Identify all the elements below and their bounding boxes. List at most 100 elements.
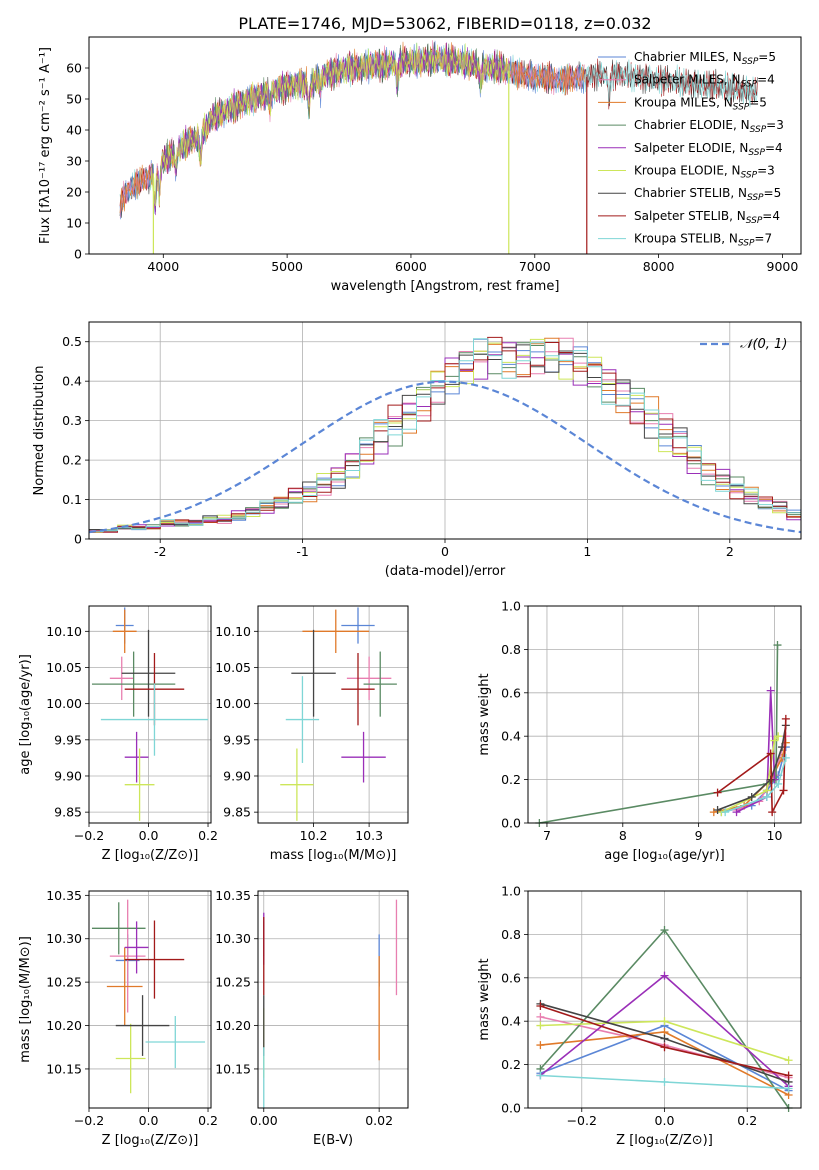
x-axis-label: Z [log₁₀(Z/Z⊙)]	[102, 848, 199, 863]
mass-weight-marker	[660, 971, 669, 980]
y-tick-label: 0.6	[501, 970, 521, 985]
y-axis-label: mass weight	[477, 673, 492, 755]
axes-frame	[88, 36, 802, 255]
mass-weight-marker	[536, 1071, 545, 1080]
y-tick-label: 10.30	[46, 931, 82, 946]
x-tick-label: −0.2	[567, 1113, 597, 1128]
legend-label: Chabrier ELODIE, NSSP=3	[634, 118, 784, 135]
y-tick-label: 30	[66, 154, 82, 169]
legend-nssp-value: 3	[776, 118, 784, 132]
legend-label: 𝒩(0, 1)	[740, 337, 787, 352]
y-tick-label: 9.90	[54, 768, 82, 783]
axes-frame	[257, 890, 409, 1109]
y-tick-label: 10.15	[46, 1061, 82, 1076]
x-tick-label: 0.0	[139, 1113, 159, 1128]
y-tick-label: 0.0	[501, 1101, 521, 1116]
legend-series-name: Chabrier MILES	[634, 50, 725, 64]
x-tick-label: 9	[695, 828, 703, 843]
mass-vs-ebv-panel: 0.00 0.02 10.15 10.20 10.25 10.30 10.35 E(B-V)	[215, 888, 409, 1148]
mass-weight-vs-metallicity-panel: −0.2 0.0 0.2 0.0 0.2 0.4 0.6 0.8 1.0 Z [log₁₀(Z/Z…	[477, 884, 802, 1148]
y-tick-label: 10.30	[215, 931, 251, 946]
legend-nssp-prefix: , N	[716, 95, 733, 109]
y-tick-label: 0.6	[501, 685, 521, 700]
legend-nssp-value: 3	[767, 164, 775, 178]
x-axis-label: mass [log₁₀(M/M⊙)]	[270, 848, 397, 863]
mass-weight-marker	[660, 926, 669, 935]
y-axis-label: Normed distribution	[32, 366, 47, 496]
y-tick-label: 1.0	[501, 884, 521, 899]
age-vs-metallicity-panel: −0.2 0.0 0.2 9.85 9.90 9.95 10.00 10.05 10.10 Z […	[18, 605, 218, 863]
y-tick-label: 0.2	[62, 453, 82, 468]
legend-label: Chabrier STELIB, NSSP=5	[634, 186, 781, 203]
histogram-step	[89, 344, 801, 531]
mass-vs-metallicity-panel: −0.2 0.0 0.2 10.15 10.20 10.25 10.30 10.35 Z [lo…	[18, 888, 218, 1148]
normal-curve	[89, 380, 801, 534]
legend-label: Salpeter STELIB, NSSP=4	[634, 209, 780, 226]
mass-weight-marker	[660, 1043, 669, 1052]
legend-label: Salpeter MILES, NSSP=4	[634, 73, 775, 90]
axes-frame	[88, 605, 212, 824]
y-axis-label: age [log₁₀(age/yr)]	[18, 654, 33, 775]
mass-weight-marker	[781, 714, 790, 723]
legend-nssp-prefix: , N	[724, 164, 741, 178]
legend-nssp-eq: =	[758, 50, 768, 64]
legend-nssp-sub: SSP	[750, 125, 767, 135]
axes-frame	[88, 321, 802, 540]
y-tick-label: 40	[66, 123, 82, 138]
y-tick-label: 10.05	[46, 660, 82, 675]
legend-nssp-prefix: , N	[730, 186, 747, 200]
legend-label: Kroupa ELODIE, NSSP=3	[634, 164, 775, 181]
y-tick-label: 0.0	[501, 816, 521, 831]
mass-weight-marker	[536, 1002, 545, 1011]
residual-histogram-panel: -2 -1 0 1 2 0 0.1 0.2 0.3 0.4 0.5 (data-model)/erro…	[32, 321, 802, 579]
y-tick-label: 0.4	[62, 374, 82, 389]
mass-weight-marker	[766, 749, 775, 758]
y-tick-label: 10	[66, 216, 82, 231]
x-tick-label: 0.2	[198, 1113, 218, 1128]
x-axis-label: E(B-V)	[313, 1133, 353, 1148]
mass-weight-marker	[660, 1077, 669, 1086]
y-tick-label: 9.90	[223, 768, 251, 783]
legend-nssp-eq: =	[757, 164, 767, 178]
x-tick-label: 1	[583, 544, 591, 559]
mass-weight-marker	[536, 1021, 545, 1030]
x-tick-label: 9000	[767, 259, 799, 274]
mass-weight-marker	[747, 792, 756, 801]
x-tick-label: 0.0	[655, 1113, 675, 1128]
legend-nssp-eq: =	[762, 209, 772, 223]
legend-nssp-prefix: , N	[729, 209, 746, 223]
y-tick-label: 10.20	[46, 1018, 82, 1033]
legend-nssp-value: 7	[764, 232, 772, 246]
x-tick-label: -2	[154, 544, 166, 559]
y-tick-label: 0	[74, 247, 82, 262]
mass-weight-marker	[770, 736, 779, 745]
legend-series-name: Salpeter STELIB	[634, 209, 729, 223]
y-tick-label: 10.35	[46, 888, 82, 903]
mass-weight-marker	[660, 1034, 669, 1043]
mass-weight-vs-age-panel: 7 8 9 10 0.0 0.2 0.4 0.6 0.8 1.0 age [log₁₀(age/yr…	[477, 599, 802, 863]
y-tick-label: 9.85	[54, 805, 82, 820]
figure-title: PLATE=1746, MJD=53062, FIBERID=0118, z=0…	[238, 14, 651, 33]
mass-weight-marker	[536, 1012, 545, 1021]
mass-weight-marker	[732, 808, 741, 817]
mass-weight-marker	[713, 788, 722, 797]
mass-weight-marker	[721, 808, 730, 817]
legend-nssp-sub: SSP	[738, 239, 755, 249]
y-tick-label: 20	[66, 185, 82, 200]
legend-nssp-sub: SSP	[746, 216, 763, 226]
x-tick-label: 10	[767, 828, 783, 843]
y-tick-label: 1.0	[501, 599, 521, 614]
legend-nssp-eq: =	[749, 95, 759, 109]
legend-label: Kroupa MILES, NSSP=5	[634, 95, 767, 112]
y-tick-label: 0.2	[501, 772, 521, 787]
legend-nssp-eq: =	[754, 232, 764, 246]
x-tick-label: 8	[619, 828, 627, 843]
y-tick-label: 0	[74, 532, 82, 547]
legend-label: Chabrier MILES, NSSP=5	[634, 50, 776, 67]
legend-nssp-value: 5	[759, 95, 767, 109]
legend-nssp-sub: SSP	[733, 102, 750, 112]
mass-weight-marker	[660, 1017, 669, 1026]
y-axis-label: mass weight	[477, 958, 492, 1040]
spectrum-panel: 4000 5000 6000 7000 8000 9000 0 10 20 30 40 50 60 wav…	[38, 36, 802, 294]
x-tick-label: 5000	[271, 259, 303, 274]
